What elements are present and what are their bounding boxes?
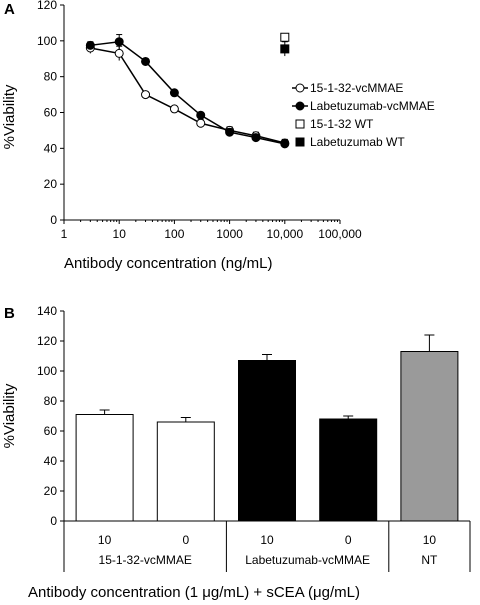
x-tick-label: 100,000 <box>318 227 362 241</box>
data-point <box>295 83 305 93</box>
y-tick-label: 60 <box>44 106 58 120</box>
data-point <box>196 110 206 120</box>
y-tick-label: 0 <box>50 514 57 528</box>
y-tick-label: 20 <box>44 484 58 498</box>
y-tick-label: 140 <box>37 304 57 318</box>
legend: 15-1-32-vcMMAE Labetuzumab-vcMMAE 15-1-32 … <box>292 81 435 149</box>
data-point <box>141 90 151 100</box>
legend-label: Labetuzumab-vcMMAE <box>310 99 435 113</box>
data-point <box>169 88 179 98</box>
data-point <box>280 139 290 149</box>
category-label: 10 <box>260 533 274 547</box>
series-2 <box>280 32 290 42</box>
bar <box>319 418 378 522</box>
y-tick-label: 120 <box>37 0 57 12</box>
x-tick-label: 10,000 <box>266 227 303 241</box>
y-tick-label: 20 <box>44 177 58 191</box>
series-0 <box>85 42 290 148</box>
y-tick-label: 0 <box>50 213 57 227</box>
category-label: 0 <box>182 533 189 547</box>
panel-b-label: B <box>4 305 15 322</box>
data-point <box>251 133 261 143</box>
data-point <box>169 104 179 114</box>
panel-a-xlabel: Antibody concentration (ng/mL) <box>64 255 272 272</box>
data-point <box>196 118 206 128</box>
data-point <box>85 40 95 50</box>
panel-a-label: A <box>4 1 15 18</box>
y-tick-label: 60 <box>44 424 58 438</box>
category-label: 0 <box>345 533 352 547</box>
data-point <box>295 101 305 111</box>
y-tick-label: 120 <box>37 334 57 348</box>
x-tick-label: 1000 <box>216 227 243 241</box>
legend-label: 15-1-32-vcMMAE <box>310 81 403 95</box>
y-tick-label: 40 <box>44 141 58 155</box>
legend-label: Labetuzumab WT <box>310 135 405 149</box>
data-point <box>295 137 305 147</box>
bar <box>238 360 296 522</box>
x-tick-label: 1 <box>61 227 68 241</box>
data-point <box>114 48 124 58</box>
y-tick-label: 100 <box>37 364 57 378</box>
bar <box>400 351 459 522</box>
data-point <box>280 32 290 42</box>
group-label: NT <box>421 553 438 567</box>
x-tick-label: 100 <box>164 227 184 241</box>
data-point <box>280 44 290 54</box>
y-tick-label: 80 <box>44 394 58 408</box>
group-label: Labetuzumab-vcMMAE <box>245 553 370 567</box>
bar <box>75 414 134 522</box>
x-tick-label: 10 <box>113 227 127 241</box>
data-point <box>295 119 305 129</box>
panel-b-ylabel: %Viability <box>1 383 18 448</box>
panel-a-ylabel: %Viability <box>1 84 18 149</box>
y-tick-label: 80 <box>44 70 58 84</box>
category-label: 10 <box>98 533 112 547</box>
series-line <box>90 47 285 144</box>
y-tick-label: 100 <box>37 34 57 48</box>
data-point <box>225 127 235 137</box>
group-label: 15-1-32-vcMMAE <box>99 553 192 567</box>
panel-b-xlabel: Antibody concentration (1 μg/mL) + sCEA … <box>28 584 360 601</box>
series-1 <box>85 34 290 149</box>
series-3 <box>280 41 290 57</box>
y-tick-label: 40 <box>44 454 58 468</box>
data-point <box>141 56 151 66</box>
bar <box>156 421 215 522</box>
legend-label: 15-1-32 WT <box>310 117 374 131</box>
data-point <box>114 37 124 47</box>
category-label: 10 <box>423 533 437 547</box>
